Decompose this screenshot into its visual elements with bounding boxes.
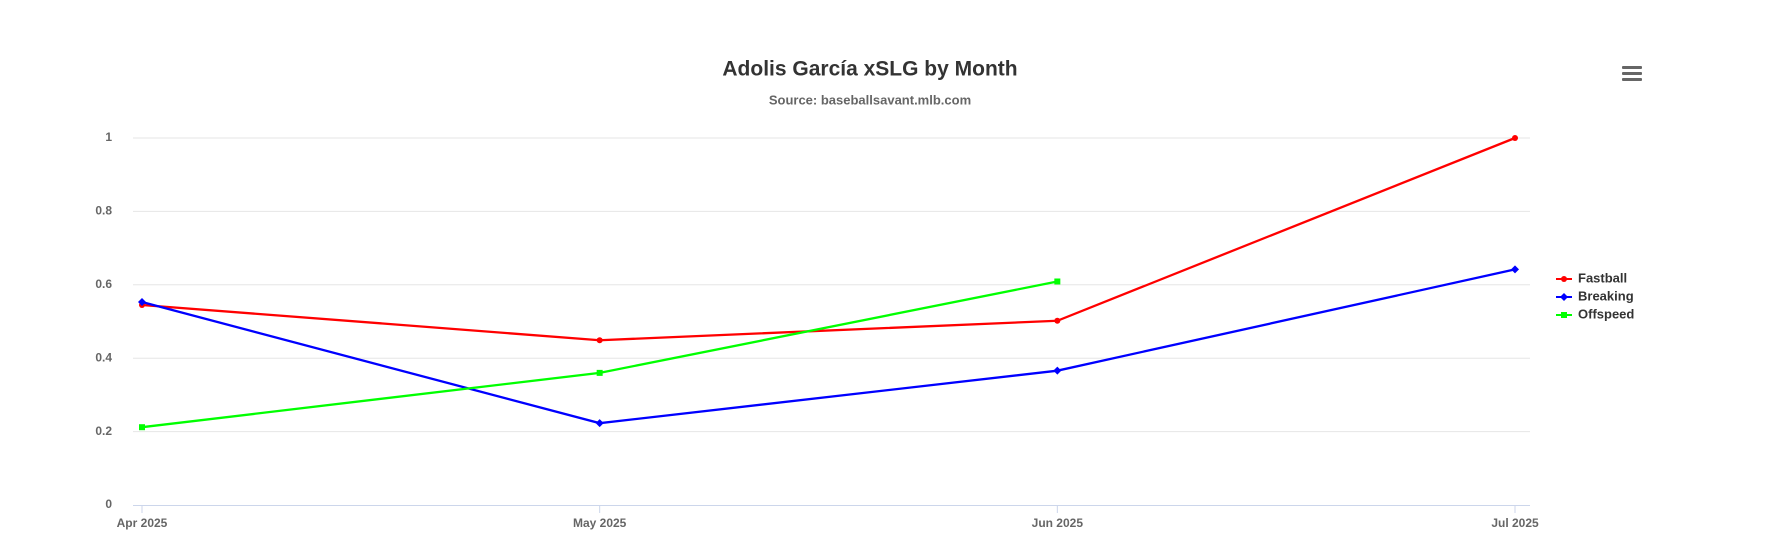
data-point: [596, 337, 603, 344]
x-tick-label: Jun 2025: [1032, 516, 1084, 530]
series-line: [141, 280, 1058, 429]
data-point: [595, 419, 604, 428]
y-tick-label: 1: [105, 130, 112, 144]
data-point: [1512, 135, 1518, 141]
data-point: [1053, 366, 1062, 375]
data-point: [138, 298, 146, 307]
data-point: [139, 424, 145, 431]
y-tick-label: 0: [105, 497, 112, 511]
legend-marker: [1561, 276, 1567, 282]
data-point: [1054, 317, 1061, 324]
y-tick-label: 0.8: [95, 204, 112, 218]
menu-button[interactable]: [1620, 63, 1644, 85]
chart-subtitle: Source: baseballsavant.mlb.com: [769, 92, 971, 107]
x-tick-label: May 2025: [573, 516, 627, 530]
data-point: [1511, 265, 1519, 274]
series-line: [141, 136, 1516, 342]
data-point: [596, 369, 603, 376]
legend-label: Fastball: [1578, 270, 1627, 285]
chart-title: Adolis García xSLG by Month: [722, 58, 1017, 81]
legend-label: Offspeed: [1578, 306, 1634, 321]
y-tick-label: 0.6: [95, 277, 112, 291]
x-tick-label: Apr 2025: [117, 516, 168, 530]
y-tick-label: 0.4: [95, 350, 112, 364]
series-line: [141, 268, 1516, 425]
x-tick-label: Jul 2025: [1491, 516, 1539, 530]
y-tick-label: 0.2: [95, 424, 112, 438]
legend-label: Breaking: [1578, 288, 1634, 303]
data-point: [1054, 278, 1061, 285]
legend-marker: [1560, 293, 1568, 301]
legend-marker: [1561, 312, 1567, 318]
